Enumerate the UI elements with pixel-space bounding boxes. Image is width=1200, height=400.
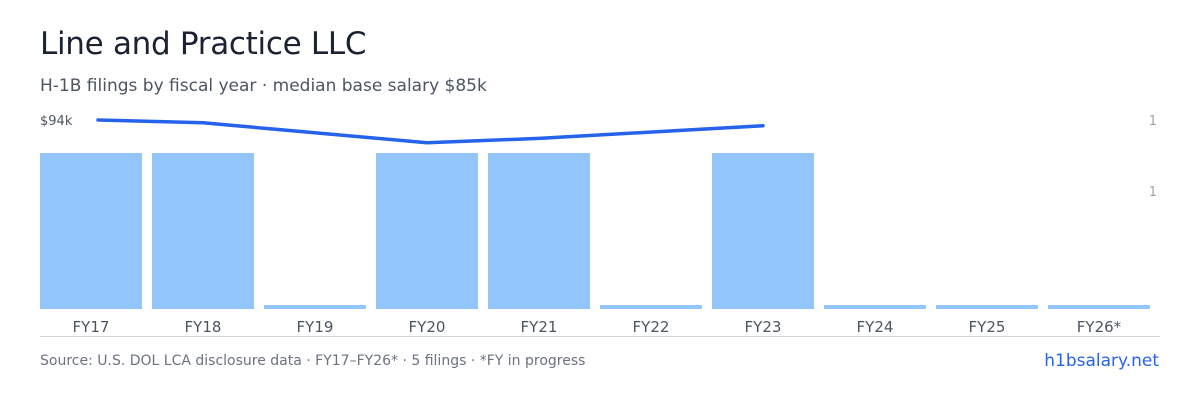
source-note: Source: U.S. DOL LCA disclosure data · F…	[40, 353, 586, 369]
bar-FY26*	[1048, 305, 1150, 309]
bar-FY19	[264, 305, 366, 309]
x-tick-label: FY17	[73, 318, 110, 336]
x-tick-label: FY18	[185, 318, 222, 336]
right-axis-tick: 1	[1149, 114, 1157, 129]
salary-line	[96, 118, 765, 145]
bar-FY24	[824, 305, 926, 309]
right-axis-tick: 1	[1149, 185, 1157, 200]
bar-FY21	[488, 153, 590, 309]
bar-FY22	[600, 305, 702, 309]
bar-FY18	[152, 153, 254, 309]
x-tick-label: FY19	[297, 318, 334, 336]
x-tick-label: FY21	[521, 318, 558, 336]
bar-FY25	[936, 305, 1038, 309]
x-tick-label: FY24	[857, 318, 894, 336]
x-tick-label: FY25	[969, 318, 1006, 336]
left-axis-label: $94k	[40, 114, 73, 129]
chart-title: Line and Practice LLC	[40, 26, 367, 62]
x-tick-label: FY26*	[1077, 318, 1122, 336]
chart-subtitle: H-1B filings by fiscal year · median bas…	[40, 76, 487, 96]
x-tick-label: FY20	[409, 318, 446, 336]
x-tick-label: FY23	[745, 318, 782, 336]
bar-FY23	[712, 153, 814, 309]
bar-FY17	[40, 153, 142, 309]
x-tick-label: FY22	[633, 318, 670, 336]
bar-FY20	[376, 153, 478, 309]
brand-link[interactable]: h1bsalary.net	[1044, 351, 1159, 371]
